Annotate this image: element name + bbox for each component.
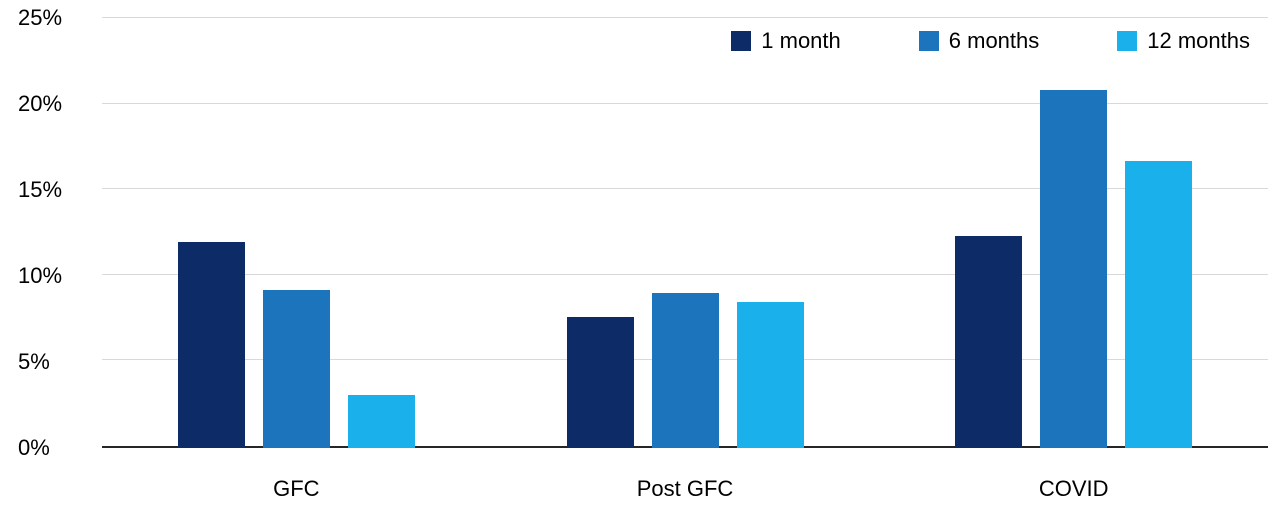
legend-swatch-icon <box>1117 31 1138 51</box>
bar-12-months-gfc <box>347 394 415 448</box>
y-tick-label: 15% <box>18 177 63 202</box>
y-tick-label: 0% <box>18 435 50 460</box>
bar-1-month-post-gfc <box>566 317 634 448</box>
x-category-label: GFC <box>273 476 320 501</box>
y-tick-label: 5% <box>18 349 50 374</box>
bar-12-months-covid <box>1125 160 1193 448</box>
x-axis-category-labels: GFC Post GFC COVID <box>102 476 1268 506</box>
bar-12-months-post-gfc <box>736 301 804 448</box>
bar-group-gfc <box>102 18 491 448</box>
legend-label: 12 months <box>1147 28 1250 53</box>
bar-6-months-gfc <box>262 289 330 448</box>
y-tick-label: 20% <box>18 91 63 116</box>
bar-1-month-covid <box>955 236 1023 448</box>
bar-6-months-post-gfc <box>651 293 719 448</box>
gridline <box>102 102 1268 104</box>
y-tick-label: 10% <box>18 263 63 288</box>
legend-label: 6 months <box>948 28 1040 53</box>
x-category-label: COVID <box>1038 476 1109 501</box>
bar-groups <box>102 18 1268 448</box>
legend-swatch-icon <box>918 31 939 51</box>
legend-label: 1 month <box>761 28 841 53</box>
y-tick-label: 25% <box>18 5 63 30</box>
legend-item-6-months: 6 months <box>918 28 1040 54</box>
bar-group-covid <box>879 18 1268 448</box>
bar-6-months-covid <box>1040 90 1108 448</box>
gridline <box>102 17 1268 18</box>
bar-group-post-gfc <box>491 18 880 448</box>
gridline <box>102 188 1268 190</box>
legend: 1 month 6 months 12 months <box>731 28 1250 54</box>
legend-item-12-months: 12 months <box>1117 28 1250 54</box>
legend-item-1-month: 1 month <box>731 28 841 54</box>
gridline <box>102 273 1268 275</box>
bar-1-month-gfc <box>177 241 245 448</box>
legend-swatch-icon <box>731 31 752 51</box>
x-category-label: Post GFC <box>636 476 734 501</box>
